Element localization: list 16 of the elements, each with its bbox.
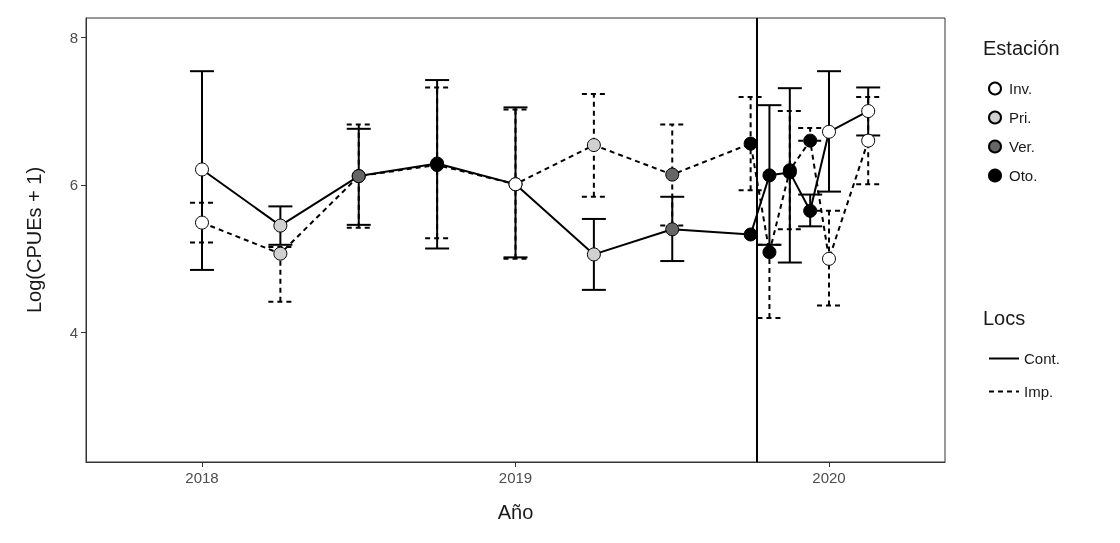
legend-label: Cont. bbox=[1024, 350, 1060, 367]
legend-label: Inv. bbox=[1009, 80, 1033, 97]
y-tick-label: 4 bbox=[69, 324, 78, 342]
x-tick-label: 2019 bbox=[498, 469, 533, 486]
y-tick-label: 8 bbox=[69, 28, 78, 46]
legend-label: Oto. bbox=[1009, 167, 1038, 184]
x-axis-title: Año bbox=[497, 501, 534, 523]
text: Estación bbox=[983, 37, 1060, 59]
legend-label: Ver. bbox=[1009, 138, 1035, 155]
legend-label: Pri. bbox=[1009, 109, 1032, 126]
x-tick-label: 2020 bbox=[812, 469, 846, 486]
text: Locs bbox=[983, 307, 1026, 329]
y-axis-title: Log(CPUEs + 1) bbox=[23, 166, 45, 314]
legend-label: Imp. bbox=[1024, 383, 1054, 400]
y-tick-label: 6 bbox=[69, 176, 78, 194]
x-tick-label: 2018 bbox=[185, 469, 219, 486]
